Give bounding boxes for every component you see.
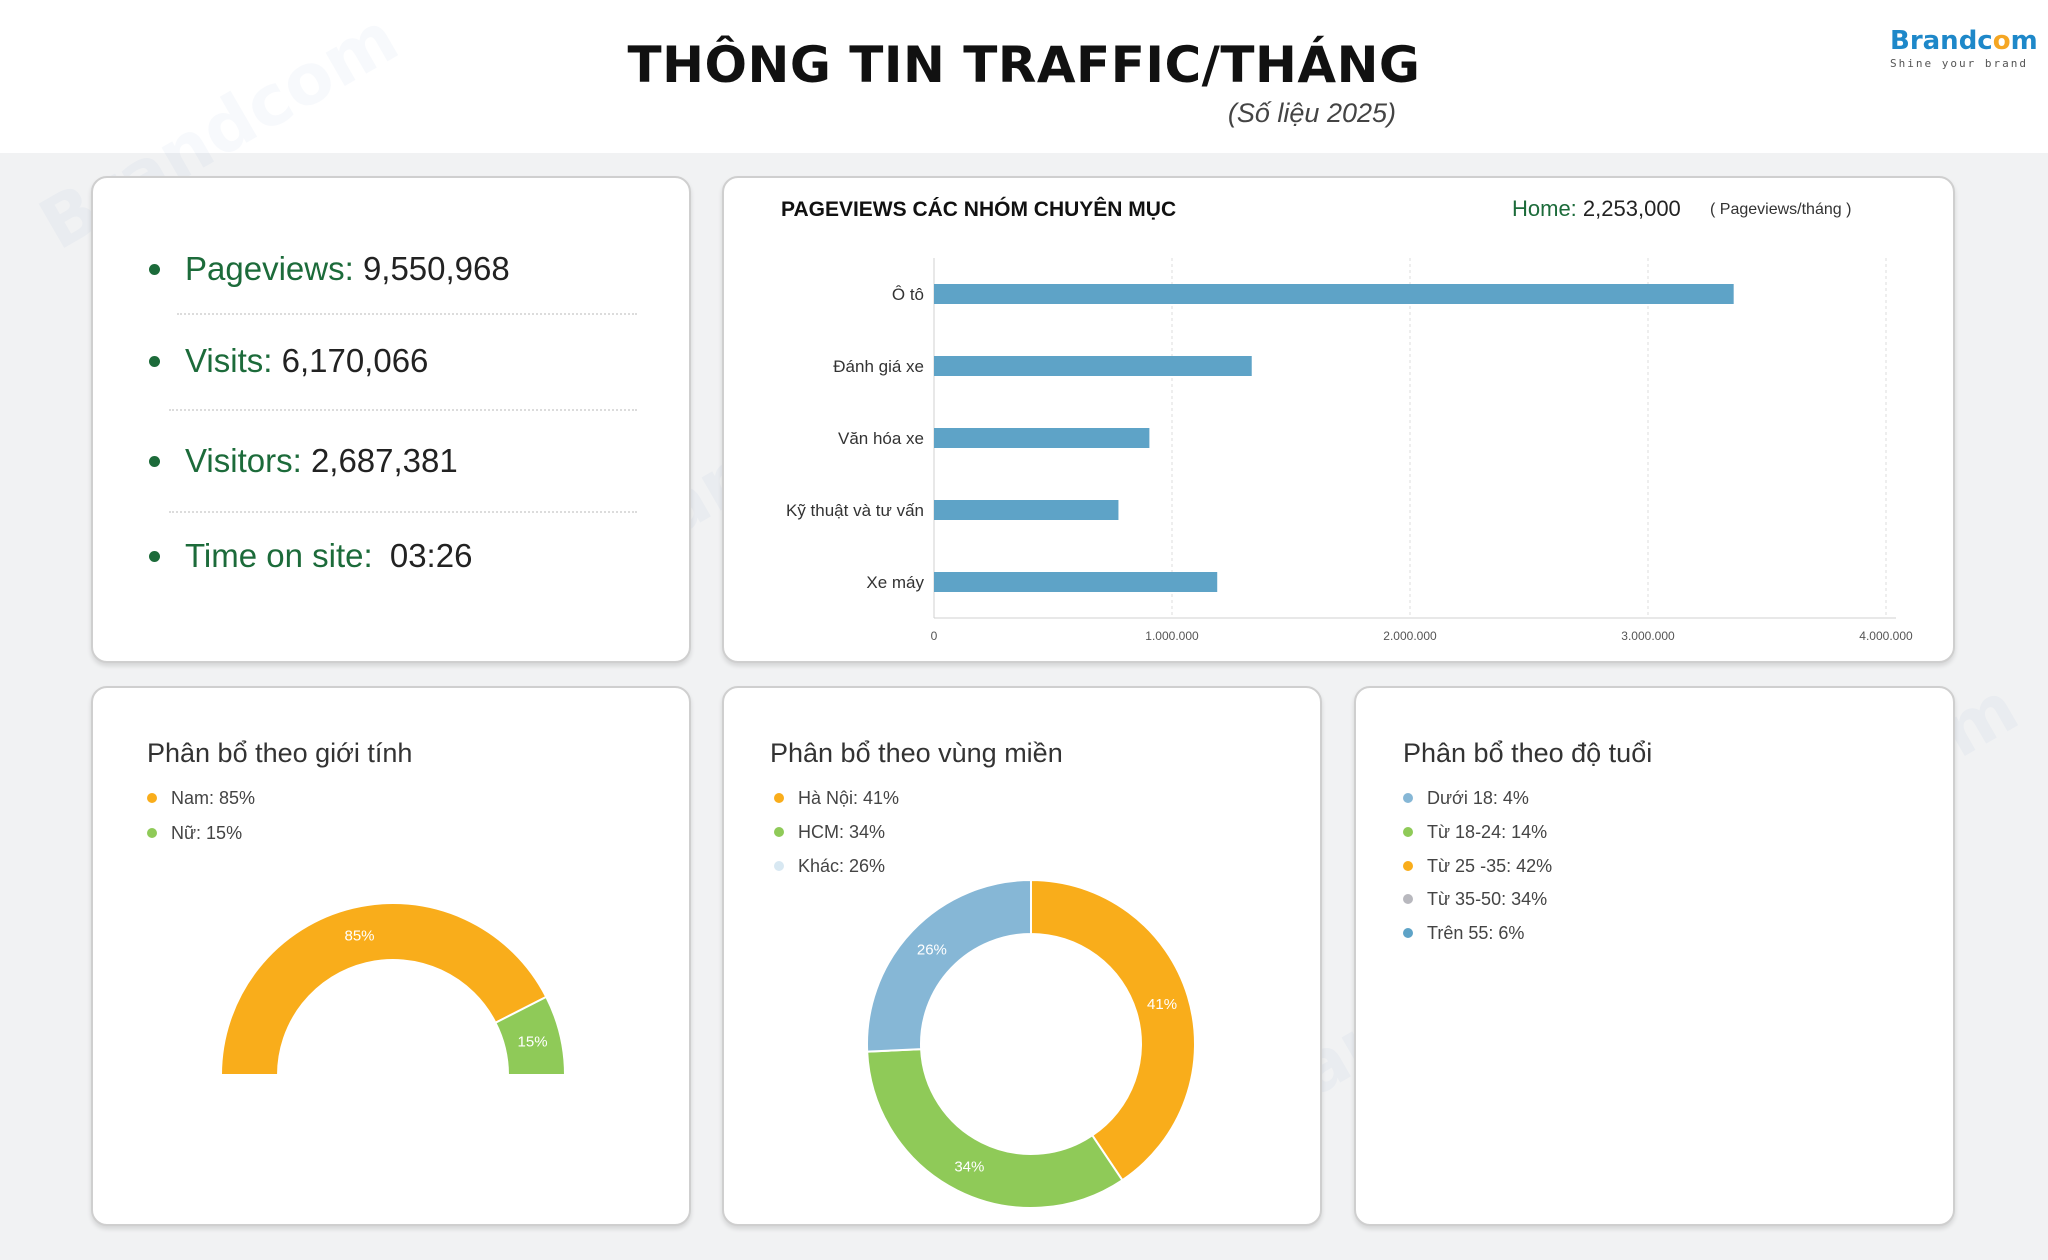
pageviews-chart-card: PAGEVIEWS CÁC NHÓM CHUYÊN MỤC Home: 2,25… — [722, 176, 1955, 663]
kpi-pageviews: Pageviews: 9,550,968 — [149, 250, 510, 288]
kpi-visitors: Visitors: 2,687,381 — [149, 442, 458, 480]
bar — [934, 356, 1252, 376]
divider — [169, 409, 637, 411]
x-tick-label: 4.000.000 — [1859, 629, 1913, 643]
bar — [934, 428, 1150, 448]
bullet-icon — [149, 551, 160, 562]
category-label: Đánh giá xe — [833, 357, 924, 376]
bullet-icon — [149, 456, 160, 467]
panel-title: Phân bổ theo độ tuổi — [1403, 738, 1653, 768]
bar — [934, 500, 1119, 520]
x-tick-label: 0 — [931, 629, 938, 643]
legend-item: Từ 25 -35: 42% — [1403, 856, 1552, 877]
legend-dot-icon — [147, 793, 157, 803]
header-band — [0, 0, 2048, 153]
region-donut: 41% 34% 26% — [866, 878, 1196, 1209]
kpi-value: 6,170,066 — [281, 342, 429, 379]
slice-label: 15% — [518, 1034, 548, 1051]
legend-label: Trên 55: 6% — [1427, 923, 1525, 943]
legend-item: Khác: 26% — [774, 856, 885, 877]
kpi-value: 9,550,968 — [362, 250, 510, 287]
chart-title: PAGEVIEWS CÁC NHÓM CHUYÊN MỤC — [781, 198, 1177, 221]
legend-label: HCM: 34% — [798, 822, 886, 842]
panel-title: Phân bổ theo vùng miền — [770, 738, 1063, 768]
category-label: Ô tô — [892, 285, 924, 304]
slice-label: 85% — [344, 927, 374, 944]
x-tick-label: 2.000.000 — [1383, 629, 1437, 643]
legend-dot-icon — [1403, 793, 1413, 803]
legend-label: Từ 25 -35: 42% — [1427, 856, 1553, 876]
kpi-label: Pageviews: — [185, 250, 354, 287]
slice-label: 26% — [917, 941, 947, 958]
arc-segment — [219, 902, 548, 1076]
bar-chart: 0 1.000.000 2.000.000 3.000.000 4.000.000 Ô t… — [786, 258, 1913, 643]
x-tick-label: 3.000.000 — [1621, 629, 1675, 643]
region-card: Phân bổ theo vùng miền Hà Nội: 41% HCM: … — [722, 686, 1322, 1226]
legend-label: Khác: 26% — [798, 856, 886, 876]
kpi-label: Visitors: — [185, 442, 302, 479]
x-tick-label: 1.000.000 — [1145, 629, 1199, 643]
age-card: Phân bổ theo độ tuổi Dưới 18: 4% Từ 18-2… — [1354, 686, 1955, 1226]
legend-label: Từ 35-50: 34% — [1427, 889, 1548, 909]
kpi-card: Pageviews: 9,550,968 Visits: 6,170,066 V… — [91, 176, 691, 663]
legend-label: Nam: 85% — [171, 788, 256, 808]
legend-dot-icon — [147, 828, 157, 838]
unit-note: ( Pageviews/tháng ) — [1710, 201, 1852, 218]
legend-dot-icon — [774, 793, 784, 803]
legend-dot-icon — [1403, 861, 1413, 871]
category-label: Kỹ thuật và tư vấn — [786, 501, 924, 520]
logo-name: Brandcom — [1890, 26, 2038, 56]
bar — [934, 572, 1218, 592]
divider — [177, 313, 637, 315]
category-label: Văn hóa xe — [838, 429, 924, 448]
legend-label: Dưới 18: 4% — [1427, 788, 1529, 808]
kpi-label: Time on site: — [185, 537, 373, 574]
kpi-value: 03:26 — [389, 537, 473, 574]
page-subtitle: (Số liệu 2025) — [1227, 98, 1396, 128]
legend-item: Trên 55: 6% — [1403, 923, 1524, 944]
legend-dot-icon — [1403, 894, 1413, 904]
page-title: THÔNG TIN TRAFFIC/THÁNG — [627, 36, 1421, 94]
legend-item: HCM: 34% — [774, 822, 885, 843]
legend-dot-icon — [774, 827, 784, 837]
arc-segment — [494, 995, 567, 1076]
bullet-icon — [149, 264, 160, 275]
legend-item: Hà Nội: 41% — [774, 788, 899, 809]
slice-label: 41% — [1147, 996, 1177, 1013]
legend-dot-icon — [774, 861, 784, 871]
panel-title: Phân bổ theo giới tính — [147, 738, 413, 768]
donut-segment — [866, 878, 1032, 1053]
kpi-visits: Visits: 6,170,066 — [149, 342, 429, 380]
legend-item: Dưới 18: 4% — [1403, 788, 1529, 809]
donut-segment — [1030, 878, 1196, 1182]
legend-item: Nữ: 15% — [147, 823, 242, 844]
kpi-label: Visits: — [185, 342, 273, 379]
donut-segment — [866, 1048, 1124, 1209]
gender-semi-donut: 85% 15% — [219, 902, 567, 1076]
legend-item: Nam: 85% — [147, 788, 255, 809]
legend-dot-icon — [1403, 827, 1413, 837]
legend-item: Từ 35-50: 34% — [1403, 889, 1547, 910]
gender-card: Phân bổ theo giới tính Nam: 85% Nữ: 15% … — [91, 686, 691, 1226]
divider — [169, 511, 637, 513]
home-stat: Home: 2,253,000 — [1512, 196, 1681, 222]
home-value: 2,253,000 — [1582, 196, 1681, 221]
legend-label: Hà Nội: 41% — [798, 788, 900, 808]
kpi-time-on-site: Time on site: 03:26 — [149, 537, 473, 575]
logo-tagline: Shine your brand — [1890, 57, 2028, 70]
slice-label: 34% — [954, 1158, 984, 1175]
bar — [934, 284, 1734, 304]
brand-logo: Brandcom Shine your brand — [1890, 26, 2038, 70]
home-label: Home: — [1512, 196, 1577, 221]
bullet-icon — [149, 356, 160, 367]
kpi-value: 2,687,381 — [310, 442, 458, 479]
category-label: Xe máy — [866, 573, 924, 592]
legend-item: Từ 18-24: 14% — [1403, 822, 1547, 843]
legend-label: Nữ: 15% — [171, 823, 243, 843]
legend-label: Từ 18-24: 14% — [1427, 822, 1548, 842]
legend-dot-icon — [1403, 928, 1413, 938]
